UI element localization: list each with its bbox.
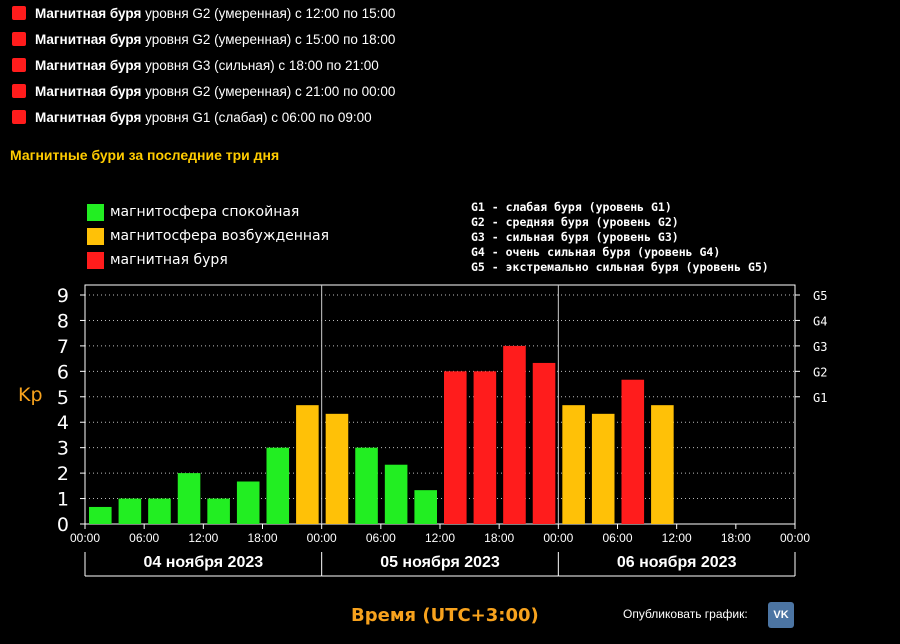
kp-bar — [296, 405, 319, 524]
kp-bar — [207, 498, 230, 524]
storm-title: Магнитная буря — [35, 109, 142, 125]
x-tick-label: 06:00 — [129, 531, 159, 545]
storm-marker-icon — [12, 110, 26, 124]
kp-bar — [621, 379, 645, 524]
legend-swatch — [87, 251, 104, 269]
storm-text: Магнитная буря уровня G2 (умеренная) с 2… — [35, 84, 395, 99]
x-tick-label: 06:00 — [602, 531, 632, 545]
kp-bar — [177, 473, 201, 524]
g-tick-label: G2 — [813, 365, 827, 379]
storm-marker-icon — [12, 84, 26, 98]
storm-item: Магнитная буря уровня G2 (умеренная) с 1… — [12, 26, 395, 52]
y-tick-label: 3 — [57, 438, 69, 460]
kp-bar — [651, 405, 674, 524]
y-tick-label: 5 — [57, 387, 69, 409]
x-tick-label: 18:00 — [484, 531, 514, 545]
x-tick-label: 12:00 — [188, 531, 218, 545]
legend-item: магнитосфера спокойная — [87, 200, 329, 224]
kp-bar — [236, 481, 260, 524]
kp-bar — [118, 498, 142, 524]
storm-list: Магнитная буря уровня G2 (умеренная) с 1… — [12, 0, 395, 130]
g-level-item: G4 - очень сильная буря (уровень G4) — [471, 245, 721, 259]
day-label: 05 ноября 2023 — [380, 554, 500, 571]
storm-title: Магнитная буря — [35, 5, 142, 21]
legend-item: магнитосфера возбужденная — [87, 224, 329, 248]
x-tick-label: 00:00 — [780, 531, 810, 545]
kp-bar — [444, 371, 467, 524]
x-tick-label: 06:00 — [366, 531, 396, 545]
y-tick-label: 2 — [57, 463, 69, 485]
kp-chart: 0 1 2 3 4 5 6 7 8 9 G1 G2 G3 G4 G5 00:00 06:00 12:00 18:00… — [57, 284, 827, 577]
x-tick-label: 00:00 — [307, 531, 337, 545]
storm-detail: уровня G2 (умеренная) с 12:00 по 15:00 — [141, 5, 396, 21]
legend-label: магнитосфера спокойная — [110, 204, 300, 220]
y-tick-label: 6 — [57, 361, 69, 383]
storm-title: Магнитная буря — [35, 57, 142, 73]
x-axis-label: Время (UTC+3:00) — [351, 605, 539, 626]
storm-title: Магнитная буря — [35, 83, 142, 99]
g-tick-label: G3 — [813, 340, 827, 354]
legend-swatch — [87, 203, 104, 221]
storm-text: Магнитная буря уровня G1 (слабая) с 06:0… — [35, 110, 372, 125]
x-tick-label: 00:00 — [543, 531, 573, 545]
g-level-item: G3 - сильная буря (уровень G3) — [471, 230, 679, 244]
storm-detail: уровня G1 (слабая) с 06:00 по 09:00 — [141, 109, 372, 125]
storm-text: Магнитная буря уровня G2 (умеренная) с 1… — [35, 6, 395, 21]
y-tick-label: 7 — [57, 336, 69, 358]
storm-marker-icon — [12, 32, 26, 46]
y-axis-label: Kp — [18, 384, 43, 406]
kp-bar — [355, 447, 378, 524]
legend-swatch — [87, 227, 104, 245]
g-level-item: G5 - экстремально сильная буря (уровень … — [471, 260, 769, 274]
section-title: Магнитные бури за последние три дня — [10, 147, 280, 163]
y-tick-label: 4 — [57, 412, 69, 434]
x-tick-label: 00:00 — [70, 531, 100, 545]
g-tick-label: G1 — [813, 391, 827, 405]
kp-bar — [414, 490, 437, 524]
vk-share-icon[interactable]: VK — [768, 602, 794, 628]
kp-bar — [532, 362, 556, 524]
storm-text: Магнитная буря уровня G3 (сильная) с 18:… — [35, 58, 379, 73]
g-tick-label: G4 — [813, 314, 827, 328]
storm-item: Магнитная буря уровня G3 (сильная) с 18:… — [12, 52, 395, 78]
storm-item: Магнитная буря уровня G2 (умеренная) с 1… — [12, 0, 395, 26]
storm-title: Магнитная буря — [35, 31, 142, 47]
storm-marker-icon — [12, 58, 26, 72]
kp-bar — [562, 405, 585, 524]
legend: магнитосфера спокойная магнитосфера возбу… — [87, 200, 329, 272]
day-label: 04 ноября 2023 — [144, 554, 264, 571]
kp-bar — [473, 371, 497, 524]
g-tick-label: G5 — [813, 289, 827, 303]
y-tick-label: 9 — [57, 285, 69, 307]
legend-item: магнитная буря — [87, 248, 329, 272]
y-tick-label: 0 — [57, 514, 69, 536]
day-label: 06 ноября 2023 — [617, 554, 737, 571]
storm-text: Магнитная буря уровня G2 (умеренная) с 1… — [35, 32, 395, 47]
g-level-item: G1 - слабая буря (уровень G1) — [471, 200, 672, 214]
kp-bar — [384, 464, 408, 524]
kp-bar — [325, 413, 349, 524]
legend-label: магнитная буря — [110, 252, 228, 268]
storm-detail: уровня G2 (умеренная) с 21:00 по 00:00 — [141, 83, 396, 99]
x-tick-label: 12:00 — [662, 531, 692, 545]
x-tick-label: 12:00 — [425, 531, 455, 545]
g-level-item: G2 - средняя буря (уровень G2) — [471, 215, 679, 229]
y-tick-label: 8 — [57, 310, 69, 332]
kp-bar — [89, 506, 112, 524]
storm-item: Магнитная буря уровня G1 (слабая) с 06:0… — [12, 104, 395, 130]
storm-item: Магнитная буря уровня G2 (умеренная) с 2… — [12, 78, 395, 104]
storm-detail: уровня G3 (сильная) с 18:00 по 21:00 — [141, 57, 379, 73]
legend-label: магнитосфера возбужденная — [110, 228, 330, 244]
x-tick-label: 18:00 — [247, 531, 277, 545]
kp-bar — [503, 345, 526, 524]
storm-marker-icon — [12, 6, 26, 20]
kp-bar — [591, 413, 615, 524]
g-level-legend: G1 - слабая буря (уровень G1) G2 - средня… — [471, 200, 769, 275]
publish-label: Опубликовать график: — [623, 607, 748, 621]
kp-bar — [266, 447, 290, 524]
storm-detail: уровня G2 (умеренная) с 15:00 по 18:00 — [141, 31, 396, 47]
kp-bar — [148, 498, 171, 524]
x-tick-label: 18:00 — [721, 531, 751, 545]
y-tick-label: 1 — [57, 489, 69, 511]
